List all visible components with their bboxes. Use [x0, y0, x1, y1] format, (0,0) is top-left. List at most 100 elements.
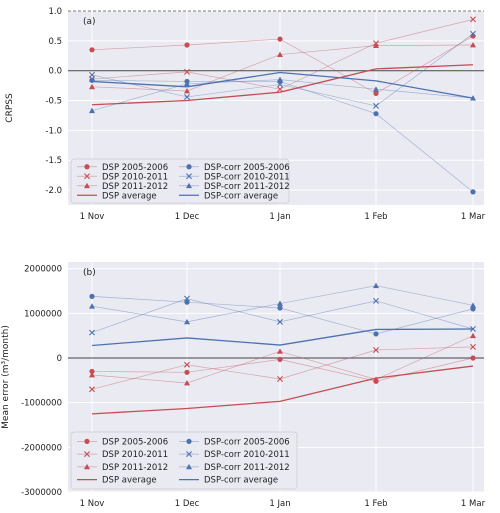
data-point: [277, 318, 283, 325]
legend-label: DSP 2005-2006: [102, 437, 168, 447]
data-point: [470, 326, 476, 332]
data-point: [89, 303, 95, 309]
series-line-dsp-average: [91, 64, 474, 106]
legend-label: DSP average: [102, 191, 157, 201]
data-point: [277, 76, 283, 83]
data-point: [89, 107, 95, 114]
data-point: [373, 282, 379, 289]
data-point: [277, 305, 283, 311]
legend-marker: [84, 164, 90, 170]
x-tick-label: 1 Feb: [364, 212, 387, 222]
panel-label: (a): [83, 17, 96, 27]
data-point: [470, 30, 476, 37]
data-point: [89, 371, 95, 378]
x-tick-label: 1 Mar: [461, 212, 486, 222]
y-tick-label: 1.0: [48, 7, 62, 17]
series-line-dsp-corr-average: [91, 71, 474, 99]
y-tick-label: -1.5: [45, 156, 62, 166]
legend-marker: [84, 451, 90, 458]
data-point: [373, 111, 379, 117]
legend-label: DSP-corr 2010-2011: [204, 172, 290, 182]
data-point: [89, 368, 95, 375]
data-point: [470, 332, 476, 339]
data-point: [89, 293, 95, 299]
legend-marker: [186, 173, 192, 180]
data-point: [184, 42, 190, 48]
x-tick-label: 1 Nov: [80, 212, 105, 222]
legend-label: DSP 2011-2012: [102, 463, 168, 473]
legend-label: DSP 2005-2006: [102, 163, 168, 173]
data-point: [184, 93, 190, 100]
data-point: [184, 361, 190, 368]
data-point: [184, 299, 190, 305]
data-point: [277, 36, 283, 42]
y-tick-label: -2.0: [45, 186, 62, 196]
x-tick-label: 1 Jan: [269, 499, 290, 509]
data-point: [373, 102, 379, 109]
series-line-dsp-corr-average: [91, 328, 474, 347]
y-tick-label: -1.0: [45, 126, 62, 136]
legend-marker: [84, 173, 90, 180]
data-point: [184, 80, 190, 87]
data-point: [373, 346, 379, 353]
y-axis-label: Mean error (m³/month): [1, 325, 11, 429]
data-point: [470, 42, 476, 48]
x-tick-label: 1 Dec: [175, 212, 200, 222]
chart-panel-a: 1.0 0.5 0.0 -0.5 -1.0 -1.5 -2.0 1 Nov 1 Dec 1 Jan…: [5, 7, 486, 222]
data-point: [277, 300, 283, 306]
legend-marker: [186, 463, 192, 470]
data-point: [277, 348, 283, 354]
data-point: [89, 71, 95, 78]
data-point: [89, 386, 95, 393]
legend: DSP 2005-2006 DSP 2010-2011 DSP 2011-2012 D…: [70, 431, 298, 490]
y-tick-label: -3000000: [21, 488, 62, 498]
legend-label: DSP 2010-2011: [102, 450, 168, 460]
legend-marker: [186, 438, 192, 444]
data-point: [184, 68, 190, 75]
data-point: [89, 47, 95, 53]
data-point: [470, 343, 476, 350]
legend-marker: [186, 182, 192, 189]
legend-label: DSP 2010-2011: [102, 172, 168, 182]
data-point: [184, 369, 190, 375]
legend-marker: [84, 463, 90, 470]
legend-marker: [186, 164, 192, 170]
legend-label: DSP-corr 2005-2006: [204, 163, 290, 173]
legend-label: DSP-corr 2005-2006: [204, 437, 290, 447]
legend-box: [70, 158, 290, 204]
legend-label: DSP-corr 2010-2011: [204, 450, 290, 460]
legend-label: DSP-corr 2011-2012: [204, 463, 290, 473]
chart-panel-b: 2000000 1000000 0 -1000000 -2000000 -3000000 1…: [1, 262, 486, 509]
legend-marker: [84, 438, 90, 444]
data-point: [470, 189, 476, 195]
data-point: [373, 42, 379, 49]
y-tick-label: -2000000: [21, 443, 62, 453]
data-point: [184, 87, 190, 94]
data-point: [184, 295, 190, 302]
data-point: [373, 331, 379, 337]
legend-label: DSP 2011-2012: [102, 182, 168, 192]
x-tick-label: 1 Dec: [175, 499, 200, 509]
x-tick-label: 1 Mar: [461, 499, 486, 509]
data-point: [277, 86, 283, 93]
data-point: [470, 16, 476, 23]
data-point: [184, 380, 190, 386]
y-tick-label: 1000000: [24, 309, 62, 319]
x-tick-label: 1 Jan: [269, 212, 290, 222]
legend-label: DSP average: [102, 476, 157, 486]
series-line-dsp-average: [91, 365, 474, 415]
data-point: [277, 51, 283, 57]
data-point: [373, 376, 379, 382]
legend-label: DSP-corr average: [204, 191, 278, 201]
legend-box: [70, 431, 298, 490]
data-point: [373, 297, 379, 304]
y-tick-label: 0: [57, 354, 62, 364]
y-axis-label: CRPSS: [5, 93, 15, 123]
panel-label: (b): [83, 268, 96, 278]
data-point: [184, 318, 190, 325]
legend-marker: [186, 451, 192, 458]
data-point: [89, 83, 95, 90]
data-point: [470, 355, 476, 361]
